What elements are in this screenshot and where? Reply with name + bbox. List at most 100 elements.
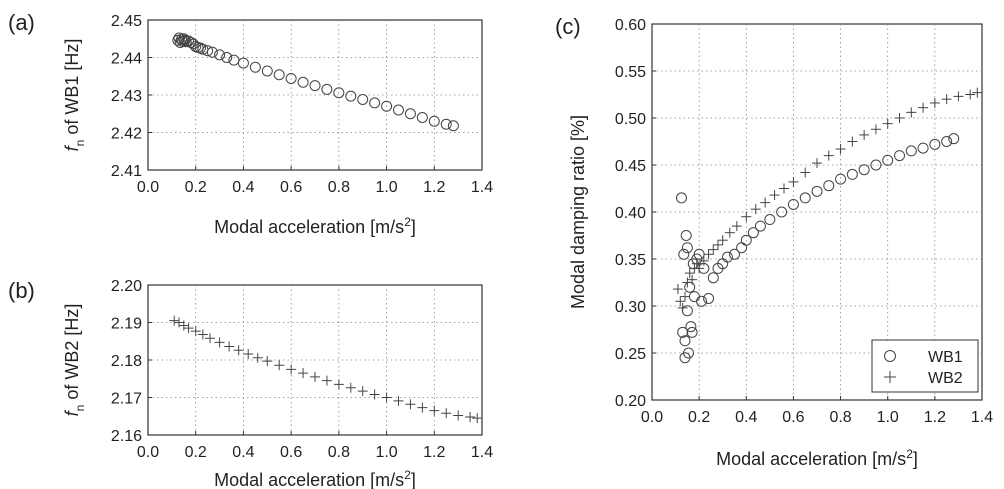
panel-b-series0-point [345, 382, 356, 393]
panel-c-tag: (c) [555, 14, 581, 39]
panel-c-wb2-point [750, 204, 761, 215]
panel-a-series0-point [172, 34, 184, 46]
panel-b-x-tick-label: 0.6 [280, 444, 302, 461]
panel-c-wb2-point [682, 277, 693, 288]
panel-b-series0-point [224, 341, 235, 352]
panel-b-series0-point [441, 408, 452, 419]
panel-c-wb1-point [678, 248, 690, 260]
panel-b-series0-point [178, 320, 189, 331]
panel-b-grid [147, 284, 483, 436]
panel-c-x-ticks: 0.0 0.2 0.4 0.6 0.8 1.0 1.2 1.4 [641, 409, 993, 426]
panel-a-series0-point [333, 87, 345, 99]
legend-wb2-marker [884, 371, 896, 383]
panel-b: (b) 0.0 0.2 0.4 0.6 0.8 1.0 1.2 1.4 2.162.172.1… [8, 278, 493, 489]
panel-c-wb2-point [731, 221, 742, 232]
panel-c-y-tick-label: 0.60 [615, 17, 646, 34]
panel-c-wb2-point [941, 94, 952, 105]
panel-c-wb2-point [918, 102, 929, 113]
panel-c-wb2-point [703, 249, 714, 260]
panel-c-wb1-point [823, 180, 835, 192]
panel-c-wb1-point [776, 206, 788, 218]
panel-c-wb1-point [675, 192, 687, 204]
panel-c-x-tick-label: 1.0 [877, 409, 899, 426]
panel-b-y-tick-label: 2.20 [111, 278, 142, 295]
panel-b-series0-point [169, 315, 180, 326]
panel-c-wb2-point [894, 113, 905, 123]
panel-a: (a) 0.0 0.2 0.4 0.6 0.8 1.0 1.2 1.4 2.412.422.4… [8, 10, 493, 237]
panel-a-x-tick-label: 1.0 [375, 179, 397, 196]
panel-c-wb1-point [754, 220, 766, 232]
panel-c-wb2-point [835, 144, 846, 155]
panel-a-series0-point [440, 118, 452, 130]
panel-b-series0-point [417, 402, 428, 413]
panel-c-y-tick-label: 0.55 [615, 64, 646, 81]
panel-a-series0-point [309, 80, 321, 92]
panel-c-wb2-point [769, 190, 780, 201]
panel-b-x-tick-label: 0.2 [185, 444, 207, 461]
panel-b-series0-point [243, 349, 254, 359]
panel-b-marks [169, 315, 483, 424]
panel-c-wb2-point [708, 244, 719, 255]
panel-a-series0-point [447, 120, 459, 132]
panel-c-y-tick-label: 0.40 [615, 205, 646, 222]
panel-a-y-tick-label: 2.41 [111, 163, 142, 180]
panel-b-series0-point [205, 333, 216, 344]
panel-a-grid [147, 19, 483, 171]
panel-b-x-axis-label: Modal acceleration [m/s2] [214, 468, 416, 489]
panel-a-x-tick-label: 0.2 [185, 179, 207, 196]
panel-a-series0-point [285, 73, 297, 84]
panel-a-series0-point [381, 100, 393, 112]
panel-c-wb2-point [698, 255, 709, 266]
panel-c-wb1-point [747, 227, 759, 239]
panel-c-wb1-point [685, 321, 697, 333]
panel-a-y-tick-label: 2.45 [111, 13, 142, 30]
panel-c-wb2-point [965, 89, 976, 100]
panel-c-wb2-point [859, 129, 870, 140]
panel-c-x-tick-label: 0.6 [782, 409, 804, 426]
panel-c-wb2-point [687, 274, 698, 285]
panel-c-x-tick-label: 0.0 [641, 409, 663, 426]
panel-c-grid [651, 23, 983, 401]
panel-b-series0-point [429, 405, 440, 416]
panel-c-wb1-point [686, 326, 698, 338]
panel-c-wb2-point [812, 158, 822, 169]
panel-b-series0-point [214, 337, 225, 348]
panel-c-wb1-point [846, 168, 858, 180]
panel-a-x-tick-label: 0.0 [137, 179, 159, 196]
panel-c-wb2-point [717, 235, 728, 246]
legend-box [871, 339, 979, 393]
panel-c: (c) 0.0 0.2 0.4 0.6 0.8 1.0 1.2 1.4 0.20 0.25 0.3… [555, 14, 993, 469]
panel-c-x-axis-label: Modal acceleration [m/s2] [716, 447, 918, 469]
panel-c-wb2-point [929, 97, 940, 108]
panel-b-series0-point [453, 410, 464, 421]
panel-c-wb1-point [905, 145, 917, 157]
panel-b-series0-point [252, 352, 263, 363]
panel-c-y-axis-label: Modal damping ratio [%] [568, 115, 588, 309]
panel-b-y-axis-label: fn of WB2 [Hz] [62, 304, 87, 417]
panel-c-y-tick-label: 0.35 [615, 252, 646, 269]
panel-a-series0-point [249, 61, 261, 73]
panel-c-wb1-point [680, 230, 692, 241]
panel-b-x-tick-label: 0.0 [137, 444, 159, 461]
panel-b-series0-point [357, 386, 368, 397]
panel-b-series0-point [233, 345, 244, 356]
panel-a-tag: (a) [8, 10, 35, 35]
panel-a-y-tick-label: 2.42 [111, 126, 142, 143]
panel-b-series0-point [405, 399, 416, 410]
panel-a-x-ticks: 0.0 0.2 0.4 0.6 0.8 1.0 1.2 1.4 [137, 179, 493, 196]
panel-a-series0-point [357, 94, 369, 105]
panel-c-wb1-point [703, 292, 715, 304]
panel-c-wb1-point [894, 150, 905, 162]
panel-c-wb2-point [741, 211, 752, 222]
panel-c-y-tick-label: 0.30 [615, 299, 646, 316]
panel-b-series0-point [262, 356, 273, 367]
legend-wb1-marker [884, 350, 896, 362]
panel-c-y-ticks: 0.20 0.25 0.30 0.35 0.40 0.45 0.50 0.55 0.60 [615, 17, 646, 410]
panel-c-wb1-point [707, 272, 719, 284]
panel-c-wb2-point [788, 176, 799, 187]
panel-b-x-tick-label: 1.0 [375, 444, 397, 461]
panel-a-x-axis-label: Modal acceleration [m/s2] [214, 215, 416, 237]
panel-c-wb2-point [724, 227, 735, 238]
panel-c-wb1-point [684, 281, 696, 293]
panel-a-x-tick-label: 0.8 [328, 179, 350, 196]
